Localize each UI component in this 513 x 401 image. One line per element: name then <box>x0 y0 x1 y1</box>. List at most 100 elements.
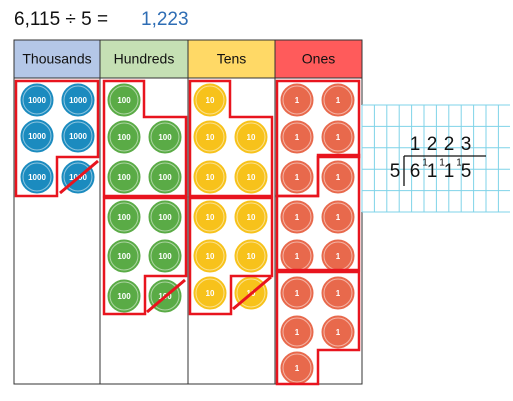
counter-label: 1 <box>295 96 300 105</box>
counter <box>192 199 228 235</box>
counter-ring <box>195 122 225 152</box>
counter <box>233 238 269 274</box>
column-header: Ones <box>302 51 335 67</box>
counter-label: 1000 <box>28 132 46 141</box>
counter <box>147 238 183 274</box>
counter <box>279 314 315 350</box>
counter-label: 100 <box>117 292 131 301</box>
dividend-digit: 5 <box>461 161 472 182</box>
counter-ring <box>282 162 312 192</box>
counter <box>192 238 228 274</box>
counter-label: 1 <box>336 133 341 142</box>
counter-label: 10 <box>247 252 256 261</box>
counter-label: 100 <box>158 252 172 261</box>
counter-ring <box>109 202 139 232</box>
divisor: 5 <box>390 161 401 182</box>
counter-label: 10 <box>247 213 256 222</box>
counter <box>147 199 183 235</box>
counter-ring <box>195 162 225 192</box>
counter <box>192 119 228 155</box>
counter-ring <box>109 162 139 192</box>
counter-label: 100 <box>117 173 131 182</box>
counter-label: 1 <box>295 213 300 222</box>
counter-ring <box>150 162 180 192</box>
group <box>102 79 188 198</box>
counter-ring <box>323 162 353 192</box>
cross-out <box>146 278 186 314</box>
quotient-digit: 2 <box>427 134 438 155</box>
counter-label: 10 <box>206 133 215 142</box>
counter <box>106 159 142 195</box>
counter-ring <box>63 121 93 151</box>
counter-label: 1 <box>336 289 341 298</box>
counter <box>279 275 315 311</box>
column-header: Tens <box>217 51 247 67</box>
counter-label: 10 <box>247 173 256 182</box>
counter-label: 1 <box>295 289 300 298</box>
counter <box>192 82 228 118</box>
counter <box>279 159 315 195</box>
counter-ring <box>323 317 353 347</box>
counter-label: 1 <box>295 133 300 142</box>
counter-label: 1000 <box>69 132 87 141</box>
counter-ring <box>195 278 225 308</box>
dividend-digit: 6 <box>410 161 421 182</box>
counter-ring <box>282 353 312 383</box>
counter-ring <box>22 121 52 151</box>
counter-label: 100 <box>158 173 172 182</box>
counter-ring <box>22 162 52 192</box>
group <box>188 79 274 198</box>
equation-result: 1,223 <box>141 9 189 30</box>
counter-ring <box>236 241 266 271</box>
counter-label: 1 <box>336 252 341 261</box>
counter-label: 10 <box>247 133 256 142</box>
counter <box>233 199 269 235</box>
counter <box>60 118 96 154</box>
counter-label: 1 <box>295 328 300 337</box>
counter-label: 10 <box>206 96 215 105</box>
counter-label: 10 <box>206 213 215 222</box>
counter <box>106 199 142 235</box>
counter-ring <box>282 202 312 232</box>
counter-ring <box>109 281 139 311</box>
counter <box>60 82 96 118</box>
column-header: Hundreds <box>114 51 175 67</box>
counter-label: 10 <box>206 289 215 298</box>
group <box>275 153 361 272</box>
counter-ring <box>150 202 180 232</box>
counter-label: 1 <box>295 252 300 261</box>
counter-label: 1000 <box>28 96 46 105</box>
counter <box>192 275 228 311</box>
equation: 6,115 ÷ 5 = <box>14 9 108 30</box>
counter-ring <box>236 162 266 192</box>
counter <box>19 118 55 154</box>
header-cell <box>13 39 101 79</box>
cross-out <box>232 275 272 311</box>
counter-ring <box>109 241 139 271</box>
counter <box>279 119 315 155</box>
counter-label: 1 <box>295 364 300 373</box>
counter-ring <box>323 85 353 115</box>
counter <box>233 159 269 195</box>
counter <box>320 159 356 195</box>
counter-label: 1 <box>336 213 341 222</box>
carry-digit: 1 <box>456 158 462 169</box>
counter <box>233 119 269 155</box>
counter-ring <box>150 241 180 271</box>
counter-ring <box>195 241 225 271</box>
counter-ring <box>195 202 225 232</box>
counter-ring <box>236 202 266 232</box>
counter-label: 100 <box>117 252 131 261</box>
counter-ring <box>323 202 353 232</box>
counter-ring <box>282 122 312 152</box>
counter <box>279 82 315 118</box>
counter <box>106 82 142 118</box>
counter-ring <box>282 85 312 115</box>
counter-ring <box>150 122 180 152</box>
counter <box>147 159 183 195</box>
counter <box>279 199 315 235</box>
counter-ring <box>109 122 139 152</box>
counter-ring <box>195 85 225 115</box>
